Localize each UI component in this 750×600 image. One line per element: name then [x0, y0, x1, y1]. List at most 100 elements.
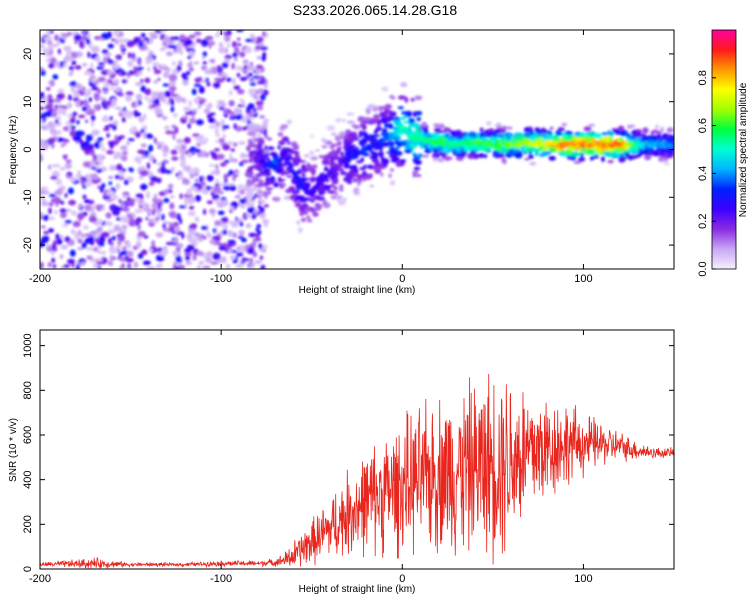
y-tick-label: 600 [22, 426, 34, 444]
heatmap-cell-2372 [288, 186, 296, 191]
heatmap-cell-765 [81, 233, 85, 239]
heatmap-cell-1184 [92, 263, 99, 269]
heatmap-cell-2600 [469, 131, 476, 138]
heatmap-cell-1325 [101, 147, 107, 152]
heatmap-cell-2653 [294, 155, 301, 159]
heatmap-cell-1280 [163, 71, 170, 79]
heatmap-cell-407 [57, 238, 63, 245]
heatmap-cell-347 [47, 40, 53, 45]
heatmap-cell-2461 [433, 127, 442, 132]
heatmap-cell-752 [125, 91, 134, 96]
heatmap-cell-2806 [283, 147, 292, 153]
heatmap-cell-178 [90, 62, 94, 70]
heatmap-cell-2860 [270, 176, 275, 179]
heatmap-cell-1217 [152, 91, 160, 96]
heatmap-cell-1393 [129, 127, 138, 133]
heatmap-cell-1093 [184, 199, 188, 207]
heatmap-cell-350 [119, 256, 127, 263]
heatmap-cell-2682 [378, 105, 383, 112]
heatmap-cell-685 [52, 74, 59, 80]
heatmap-cell-1367 [114, 58, 118, 66]
heatmap-cell-1394 [86, 38, 91, 45]
heatmap-cell-355 [117, 248, 121, 254]
heatmap-cell-274 [203, 208, 207, 215]
heatmap-cell-2254 [296, 187, 300, 191]
heatmap-cell-1384 [224, 35, 231, 43]
heatmap-cell-2113 [358, 130, 364, 136]
heatmap-cell-1070 [210, 58, 216, 64]
heatmap-cell-1790 [591, 156, 596, 160]
heatmap-cell-2431 [318, 203, 322, 209]
heatmap-cell-1272 [104, 100, 112, 107]
heatmap-cell-2049 [283, 124, 289, 128]
heatmap-cell-297 [176, 138, 184, 144]
heatmap-cell-1221 [238, 262, 244, 269]
heatmap-cell-1335 [144, 77, 151, 84]
heatmap-cell-2194 [304, 154, 310, 158]
heatmap-cell-2505 [257, 137, 264, 141]
heatmap-cell-2670 [267, 137, 273, 141]
heatmap-cell-1113 [61, 108, 67, 116]
heatmap-cell-1066 [187, 55, 192, 60]
heatmap-cell-2276 [397, 106, 404, 110]
heatmap-cell-2665 [301, 210, 309, 215]
heatmap-cell-485 [148, 32, 158, 37]
heatmap-cell-1025 [69, 249, 76, 257]
heatmap-cell-1182 [224, 159, 230, 163]
heatmap-cell-1291 [203, 236, 207, 240]
heatmap-cell-2322 [362, 124, 367, 130]
heatmap-cell-640 [125, 257, 134, 263]
heatmap-cell-1172 [187, 169, 192, 175]
heatmap-cell-461 [233, 142, 238, 147]
heatmap-cell-1377 [124, 216, 130, 224]
heatmap-cell-1513 [267, 147, 275, 150]
heatmap-cell-2262 [380, 153, 384, 159]
heatmap-cell-1112 [61, 223, 69, 227]
heatmap-cell-1360 [77, 230, 82, 235]
heatmap-cell-2873 [330, 159, 334, 163]
heatmap-cell-1024 [209, 163, 214, 167]
heatmap-cell-1334 [90, 173, 99, 181]
heatmap-cell-1042 [239, 51, 245, 58]
heatmap-cell-276 [224, 54, 232, 60]
heatmap-cell-762 [49, 57, 57, 64]
heatmap-cell-2895 [333, 186, 338, 190]
heatmap-cell-1123 [119, 44, 126, 49]
heatmap-cell-2884 [423, 128, 429, 134]
heatmap-cell-1103 [204, 256, 213, 263]
heatmap-cell-217 [153, 80, 158, 84]
heatmap-cell-655 [241, 237, 247, 243]
heatmap-cell-669 [115, 106, 122, 110]
heatmap-cell-1378 [89, 215, 96, 223]
heatmap-cell-761 [133, 261, 139, 269]
heatmap-cell-1201 [84, 199, 91, 204]
heatmap-cell-862 [226, 77, 232, 82]
colorbar-tick-label: 0.2 [697, 214, 709, 229]
heatmap-cell-2881 [374, 166, 381, 171]
heatmap-cell-489 [194, 31, 202, 36]
x-tick-label: -100 [210, 573, 232, 585]
y-tick-label: 0 [22, 146, 34, 152]
heatmap-cell-942 [106, 132, 110, 138]
heatmap-cell-2088 [574, 133, 580, 138]
heatmap-cell-235 [245, 223, 252, 229]
heatmap-cell-1288 [73, 91, 81, 98]
heatmap-cell-122 [196, 38, 202, 44]
heatmap-cell-1369 [82, 30, 87, 34]
y-tick-label: 20 [22, 48, 34, 60]
heatmap-cell-1789 [314, 202, 319, 208]
heatmap-cell-1791 [601, 132, 609, 136]
heatmap-cell-68 [137, 253, 144, 259]
heatmap-cell-1340 [225, 263, 231, 269]
heatmap-cell-2432 [610, 150, 616, 154]
heatmap-cell-2438 [272, 196, 281, 202]
heatmap-cell-639 [147, 153, 153, 161]
heatmap-cell-687 [204, 266, 208, 269]
heatmap-cell-787 [82, 161, 92, 168]
heatmap-cell-1383 [147, 171, 154, 176]
heatmap-cell-65 [183, 106, 191, 112]
heatmap-cell-1398 [52, 110, 56, 116]
heatmap-cell-411 [198, 86, 205, 94]
heatmap-cell-2015 [338, 167, 344, 172]
